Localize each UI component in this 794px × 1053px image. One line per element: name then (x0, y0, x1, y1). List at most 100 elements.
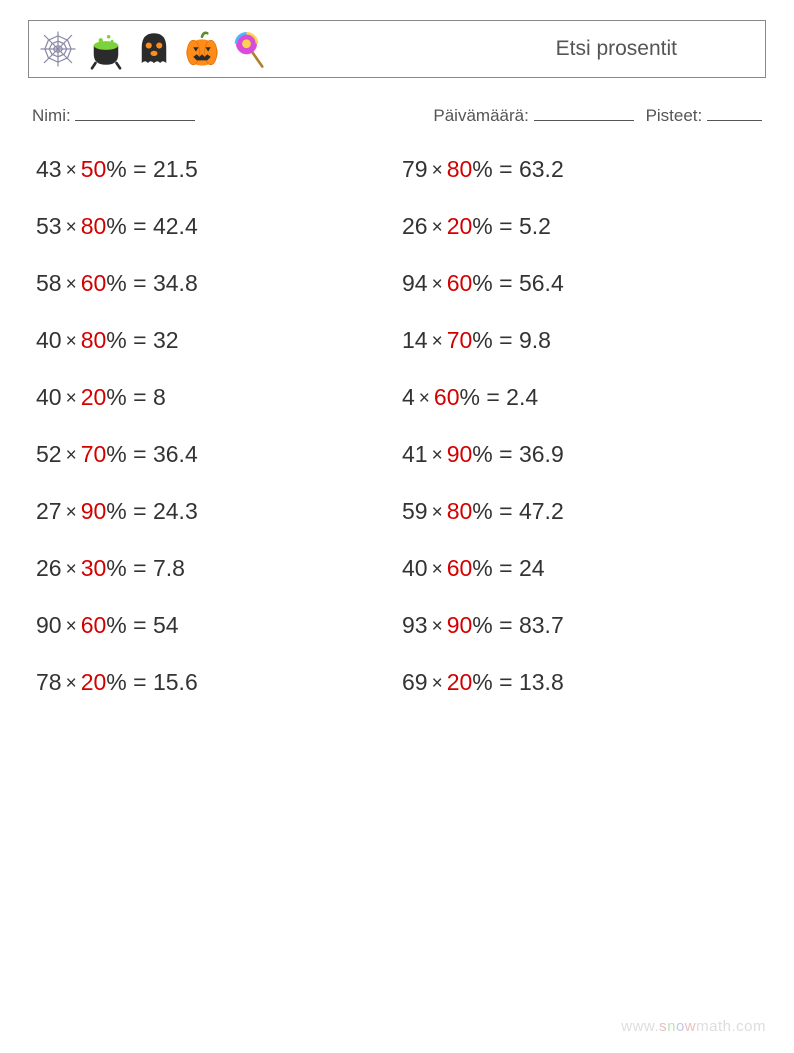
problem-number: 40 (36, 384, 62, 410)
percent-sign: % = (106, 612, 153, 638)
problem-answer: 32 (153, 327, 179, 353)
problem-number: 26 (402, 213, 428, 239)
problem-row: 90×60% = 54 (36, 612, 392, 639)
icon-row (37, 28, 271, 70)
problem-number: 14 (402, 327, 428, 353)
problem-answer: 54 (153, 612, 179, 638)
percent-sign: % = (472, 612, 519, 638)
problem-percent: 60 (81, 612, 107, 638)
times-symbol: × (428, 160, 447, 182)
percent-sign: % = (472, 555, 519, 581)
problem-number: 59 (402, 498, 428, 524)
problem-row: 41×90% = 36.9 (402, 441, 758, 468)
percent-sign: % = (472, 156, 519, 182)
problem-answer: 5.2 (519, 213, 551, 239)
problem-number: 52 (36, 441, 62, 467)
percent-sign: % = (106, 213, 153, 239)
problem-percent: 70 (447, 327, 473, 353)
percent-sign: % = (106, 156, 153, 182)
percent-sign: % = (472, 327, 519, 353)
problem-number: 78 (36, 669, 62, 695)
date-field: Päivämäärä: (433, 104, 633, 126)
problem-percent: 20 (447, 669, 473, 695)
percent-sign: % = (472, 498, 519, 524)
problem-percent: 20 (447, 213, 473, 239)
problem-row: 79×80% = 63.2 (402, 156, 758, 183)
problem-row: 52×70% = 36.4 (36, 441, 392, 468)
problem-answer: 21.5 (153, 156, 198, 182)
problem-number: 90 (36, 612, 62, 638)
times-symbol: × (428, 673, 447, 695)
problem-answer: 36.4 (153, 441, 198, 467)
problem-row: 40×60% = 24 (402, 555, 758, 582)
problem-answer: 63.2 (519, 156, 564, 182)
problem-percent: 60 (81, 270, 107, 296)
times-symbol: × (62, 559, 81, 581)
problem-percent: 90 (81, 498, 107, 524)
times-symbol: × (428, 445, 447, 467)
times-symbol: × (428, 274, 447, 296)
watermark-o: o (676, 1018, 685, 1035)
problem-percent: 60 (447, 270, 473, 296)
problem-percent: 50 (81, 156, 107, 182)
problem-row: 93×90% = 83.7 (402, 612, 758, 639)
times-symbol: × (62, 616, 81, 638)
score-blank[interactable] (707, 104, 762, 121)
problem-answer: 8 (153, 384, 166, 410)
problem-percent: 80 (81, 213, 107, 239)
problem-answer: 42.4 (153, 213, 198, 239)
problem-row: 43×50% = 21.5 (36, 156, 392, 183)
times-symbol: × (428, 502, 447, 524)
date-blank[interactable] (534, 104, 634, 121)
times-symbol: × (428, 559, 447, 581)
problem-number: 53 (36, 213, 62, 239)
times-symbol: × (428, 331, 447, 353)
problem-row: 26×20% = 5.2 (402, 213, 758, 240)
problem-row: 59×80% = 47.2 (402, 498, 758, 525)
percent-sign: % = (472, 441, 519, 467)
worksheet-title: Etsi prosentit (556, 37, 677, 61)
problem-answer: 47.2 (519, 498, 564, 524)
cauldron-icon (85, 28, 127, 70)
problem-number: 79 (402, 156, 428, 182)
times-symbol: × (62, 445, 81, 467)
percent-sign: % = (106, 270, 153, 296)
problem-row: 27×90% = 24.3 (36, 498, 392, 525)
problem-percent: 20 (81, 384, 107, 410)
problem-row: 53×80% = 42.4 (36, 213, 392, 240)
times-symbol: × (62, 673, 81, 695)
problem-percent: 60 (434, 384, 460, 410)
percent-sign: % = (472, 669, 519, 695)
problem-row: 14×70% = 9.8 (402, 327, 758, 354)
percent-sign: % = (106, 384, 153, 410)
problem-number: 4 (402, 384, 415, 410)
times-symbol: × (415, 388, 434, 410)
problem-answer: 56.4 (519, 270, 564, 296)
problem-number: 27 (36, 498, 62, 524)
times-symbol: × (62, 160, 81, 182)
problem-percent: 80 (447, 498, 473, 524)
problem-percent: 80 (81, 327, 107, 353)
problem-number: 43 (36, 156, 62, 182)
name-blank[interactable] (75, 104, 195, 121)
date-label: Päivämäärä: (433, 106, 528, 125)
percent-sign: % = (472, 270, 519, 296)
problem-answer: 15.6 (153, 669, 198, 695)
lollipop-icon (229, 28, 271, 70)
problem-percent: 90 (447, 612, 473, 638)
watermark: www.snowmath.com (621, 1018, 766, 1035)
percent-sign: % = (106, 498, 153, 524)
problem-percent: 60 (447, 555, 473, 581)
problem-number: 93 (402, 612, 428, 638)
problems-grid: 43×50% = 21.579×80% = 63.253×80% = 42.42… (28, 156, 766, 696)
problem-answer: 83.7 (519, 612, 564, 638)
problem-row: 40×20% = 8 (36, 384, 392, 411)
name-label: Nimi: (32, 106, 71, 125)
meta-row: Nimi: Päivämäärä: Pisteet: (28, 104, 766, 126)
problem-answer: 2.4 (506, 384, 538, 410)
times-symbol: × (62, 217, 81, 239)
times-symbol: × (428, 616, 447, 638)
pumpkin-icon (181, 28, 223, 70)
problem-number: 41 (402, 441, 428, 467)
problem-number: 26 (36, 555, 62, 581)
